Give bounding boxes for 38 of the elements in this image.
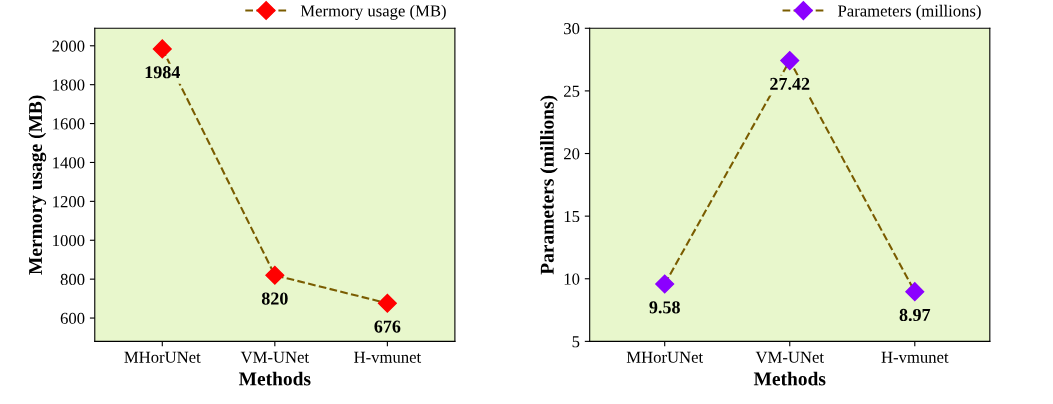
point xyxy=(265,265,285,285)
point xyxy=(905,282,925,302)
y-axis-title: Mermory usage (MB) xyxy=(28,95,47,275)
legend-label: Parameters (millions) xyxy=(838,4,981,20)
point xyxy=(377,293,397,313)
x-tick-label: H-vmunet xyxy=(354,351,422,363)
x-tick-label: MHorUNet xyxy=(124,351,201,363)
point xyxy=(780,51,800,71)
x-tick-label: H-vmunet xyxy=(881,351,949,363)
y-tick-label: 1800 xyxy=(53,79,85,91)
x-tick-label: MHorUNet xyxy=(626,351,704,363)
y-tick-label: 1600 xyxy=(53,118,85,130)
y-tick-label: 30 xyxy=(564,22,580,35)
x-axis-title: Methods xyxy=(238,371,311,386)
y-tick-label: 20 xyxy=(564,148,580,160)
data-label: 676 xyxy=(374,320,401,333)
y-tick-label: 15 xyxy=(564,210,580,223)
data-label: 820 xyxy=(261,292,288,305)
data-label: 8.97 xyxy=(899,308,931,322)
y-tick-label: 2000 xyxy=(52,40,85,52)
data-label: 9.58 xyxy=(649,301,680,314)
x-axis-title: Methods xyxy=(753,371,826,386)
y-tick-label: 10 xyxy=(564,273,580,285)
x-tick-label: VM-UNet xyxy=(240,351,309,363)
y-tick-label: 1200 xyxy=(53,196,85,208)
y-tick-label: 1000 xyxy=(53,234,85,247)
legend-label: Mermory usage (MB) xyxy=(300,4,446,20)
point xyxy=(655,274,675,294)
data-label: 1984 xyxy=(145,66,181,79)
data-label: 27.42 xyxy=(770,77,810,91)
y-tick-label: 800 xyxy=(60,273,85,286)
y-tick-label: 1400 xyxy=(53,157,85,169)
x-tick-label: VM-UNet xyxy=(755,351,824,363)
y-axis-title: Parameters (millions) xyxy=(540,95,558,275)
point xyxy=(152,39,172,59)
y-tick-label: 25 xyxy=(564,85,580,97)
y-tick-label: 600 xyxy=(60,312,85,324)
y-tick-label: 5 xyxy=(572,336,580,348)
